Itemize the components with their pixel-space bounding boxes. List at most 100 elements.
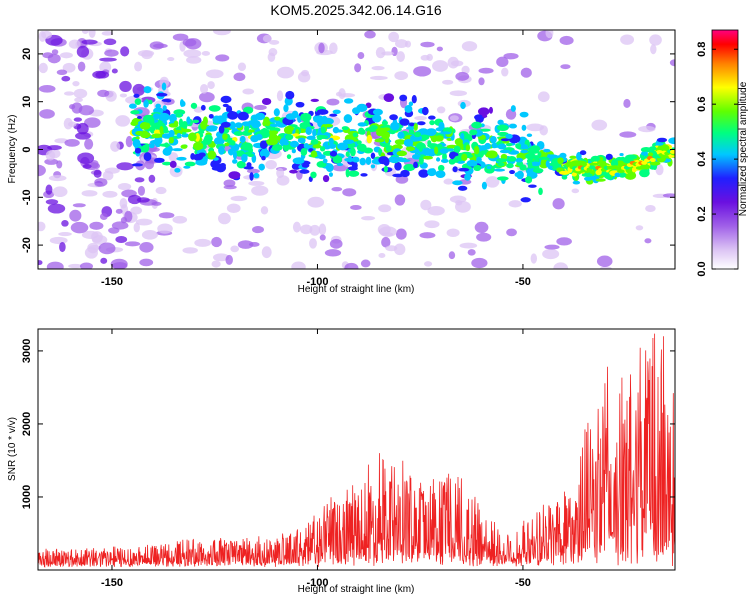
spectrogram-heatmap [38, 30, 675, 269]
spectrogram-noise-blob [81, 190, 98, 197]
spectrogram-noise-blob [100, 257, 108, 264]
spectrogram-noise-blob [52, 186, 68, 198]
spectrogram-signal-blob [266, 138, 278, 146]
colorbar-tick-label: 0.8 [696, 42, 708, 57]
spectrogram-signal-blob [557, 157, 564, 165]
spectrogram-signal-blob [329, 113, 338, 117]
spectrogram-signal-blob [139, 121, 151, 130]
spectrogram-noise-blob [99, 212, 108, 221]
spectrogram-noise-blob [141, 230, 158, 240]
spectrogram-x-axis-label: Height of straight line (km) [298, 284, 415, 295]
spectrogram-noise-blob [324, 249, 342, 257]
spectrogram-noise-blob [396, 51, 405, 62]
spectrogram-signal-blob [253, 172, 260, 179]
spectrogram-noise-blob [45, 199, 59, 205]
snr-y-tick-label: 3000 [21, 339, 33, 363]
spectrogram-signal-blob [222, 103, 229, 108]
spectrogram-signal-blob [491, 142, 498, 149]
spectrogram-noise-blob [394, 194, 406, 206]
spectrogram-noise-blob [662, 193, 675, 198]
spectrogram-noise-blob [159, 76, 170, 88]
spectrogram-noise-blob [357, 52, 365, 60]
spectrogram-signal-blob [175, 113, 183, 118]
spectrogram-signal-blob [239, 135, 246, 144]
spectrogram-noise-blob [104, 49, 119, 57]
spectrogram-signal-blob [347, 166, 358, 171]
spectrogram-noise-blob [194, 238, 212, 247]
spectrogram-y-tick-label: -10 [21, 189, 33, 205]
spectrogram-signal-blob [130, 110, 140, 115]
spectrogram-signal-blob [131, 163, 143, 167]
spectrogram-signal-blob [264, 120, 271, 127]
snr-y-ticks: 1000 2000 3000 [21, 339, 675, 509]
spectrogram-noise-blob [414, 116, 427, 121]
chart-title: KOM5.2025.342.06.14.G16 [270, 2, 441, 18]
spectrogram-noise-blob [432, 60, 449, 72]
spectrogram-noise-blob [117, 183, 132, 191]
spectrogram-noise-blob [644, 238, 652, 244]
spectrogram-noise-blob [260, 206, 269, 215]
spectrogram-signal-blob [249, 172, 254, 181]
spectrogram-noise-blob [237, 240, 254, 249]
spectrogram-noise-blob [158, 212, 175, 219]
spectrogram-noise-blob [316, 49, 333, 56]
spectrogram-signal-blob [153, 157, 165, 163]
colorbar-tick-label: 0.4 [696, 151, 708, 167]
spectrogram-signal-blob [437, 164, 445, 172]
spectrogram-noise-blob [201, 50, 211, 56]
spectrogram-signal-blob [584, 176, 593, 181]
spectrogram-noise-blob [168, 152, 179, 162]
spectrogram-noise-blob [211, 260, 221, 268]
spectrogram-signal-blob [299, 169, 310, 174]
spectrogram-signal-blob [291, 148, 296, 154]
spectrogram-signal-blob [532, 167, 544, 174]
spectrogram-signal-blob [413, 123, 418, 131]
spectrogram-signal-blob [161, 98, 171, 102]
spectrogram-noise-blob [388, 31, 400, 43]
spectrogram-signal-blob [471, 121, 482, 129]
spectrogram-signal-blob [374, 138, 385, 143]
spectrogram-noise-blob [571, 188, 580, 194]
spectrogram-signal-blob [558, 170, 570, 175]
spectrogram-noise-blob [520, 67, 532, 78]
spectrogram-noise-blob [246, 168, 260, 174]
spectrogram-signal-blob [328, 137, 334, 145]
spectrogram-signal-blob [614, 172, 621, 178]
spectrogram-noise-blob [307, 196, 325, 208]
spectrogram-signal-blob [259, 149, 270, 158]
spectrogram-noise-blob [300, 224, 313, 235]
spectrogram-noise-blob [89, 221, 104, 230]
spectrogram-signal-blob [176, 132, 182, 138]
spectrogram-noise-blob [67, 121, 77, 127]
spectrogram-noise-blob [395, 175, 409, 184]
spectrogram-signal-blob [289, 169, 298, 174]
spectrogram-signal-blob [208, 113, 214, 119]
colorbar-gradient [711, 29, 739, 270]
spectrogram-noise-blob [88, 244, 102, 251]
spectrogram-noise-blob [47, 53, 61, 64]
spectrogram-signal-blob [496, 158, 508, 163]
spectrogram-signal-blob [403, 139, 414, 147]
spectrogram-noise-blob [124, 241, 141, 247]
spectrogram-signal-blob [524, 176, 533, 184]
spectrogram-signal-blob [168, 129, 175, 138]
spectrogram-noise-blob [292, 221, 301, 233]
spectrogram-signal-blob [497, 162, 505, 167]
spectrogram-signal-blob [143, 86, 152, 94]
spectrogram-signal-blob [515, 157, 524, 163]
spectrogram-signal-blob [247, 153, 254, 157]
spectrogram-signal-blob [429, 120, 435, 126]
spectrogram-signal-blob [159, 125, 164, 134]
spectrogram-noise-blob [182, 247, 198, 254]
spectrogram-signal-blob [572, 180, 581, 185]
spectrogram-noise-blob [61, 220, 69, 227]
spectrogram-signal-blob [657, 144, 670, 153]
spectrogram-signal-blob [310, 150, 318, 158]
spectrogram-signal-blob [569, 155, 577, 159]
spectrogram-signal-blob [233, 131, 244, 136]
spectrogram-noise-blob [115, 208, 123, 214]
spectrogram-signal-blob [359, 146, 367, 152]
spectrogram-noise-blob [393, 243, 406, 256]
spectrogram-signal-blob [499, 149, 511, 154]
spectrogram-noise-blob [45, 184, 53, 195]
